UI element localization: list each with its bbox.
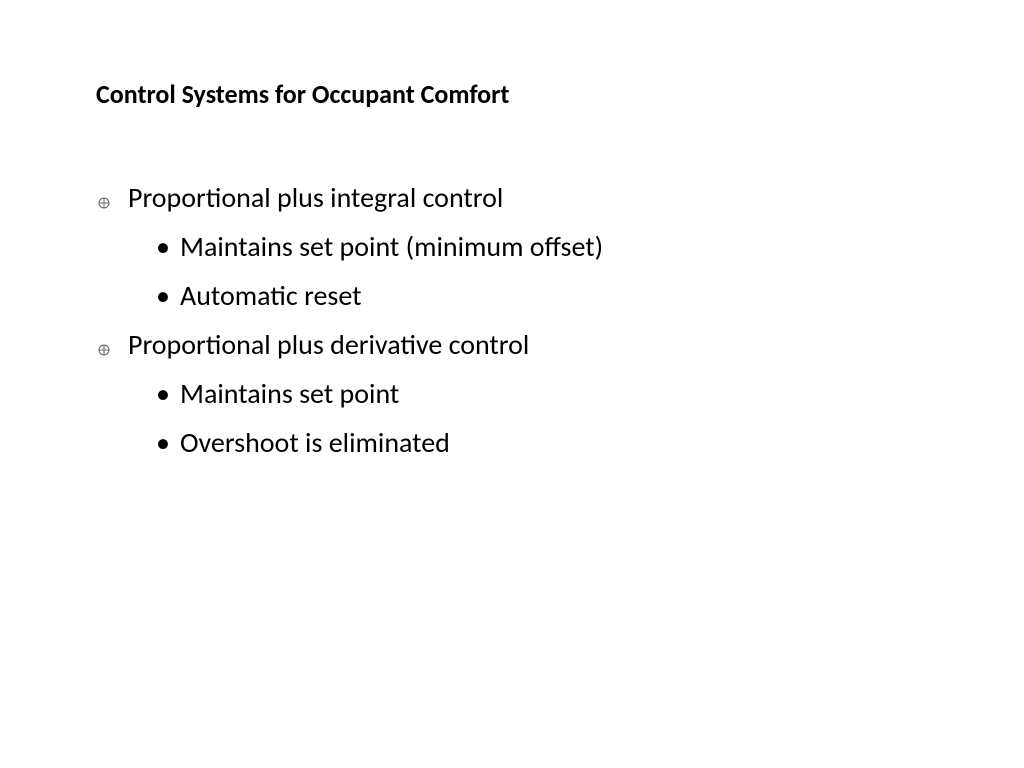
bullet-level2: • Maintains set point (minimum offset): [156, 229, 603, 264]
dot-icon: •: [156, 229, 180, 264]
dot-icon: •: [156, 278, 180, 313]
dot-icon: •: [156, 425, 180, 460]
bullet-level2: • Overshoot is eliminated: [156, 425, 603, 460]
bullet-level2: • Maintains set point: [156, 376, 603, 411]
crosshair-icon: [98, 342, 128, 354]
bullet-text: Overshoot is eliminated: [180, 425, 450, 460]
bullet-level1: Proportional plus integral control: [98, 180, 603, 215]
slide: Control Systems for Occupant Comfort Pro…: [0, 0, 1024, 768]
slide-body: Proportional plus integral control • Mai…: [98, 180, 603, 474]
bullet-text: Maintains set point: [180, 376, 399, 411]
bullet-text: Proportional plus derivative control: [128, 327, 529, 362]
slide-title: Control Systems for Occupant Comfort: [96, 78, 509, 110]
crosshair-icon: [98, 195, 128, 207]
bullet-text: Automatic reset: [180, 278, 362, 313]
bullet-text: Proportional plus integral control: [128, 180, 503, 215]
bullet-level2: • Automatic reset: [156, 278, 603, 313]
bullet-text: Maintains set point (minimum offset): [180, 229, 603, 264]
bullet-level1: Proportional plus derivative control: [98, 327, 603, 362]
dot-icon: •: [156, 376, 180, 411]
